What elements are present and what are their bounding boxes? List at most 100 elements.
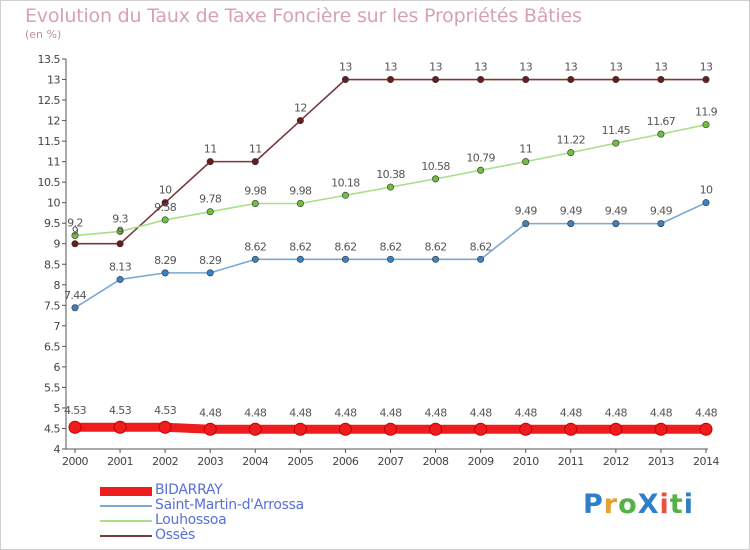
legend-label: Louhossoa — [155, 512, 227, 528]
data-label: 9.49 — [515, 205, 538, 218]
logo-letter: o — [618, 489, 638, 520]
y-tick-label: 5 — [54, 402, 61, 415]
data-label: 10 — [159, 184, 172, 197]
data-point — [702, 199, 710, 207]
data-point — [206, 158, 214, 166]
data-label: 8.62 — [244, 240, 266, 253]
data-label: 9.49 — [560, 205, 583, 218]
x-tick-label: 2000 — [62, 455, 88, 468]
x-tick-label: 2013 — [648, 455, 674, 468]
x-tick-label: 2002 — [152, 455, 178, 468]
x-tick-label: 2005 — [287, 455, 313, 468]
x-tick-label: 2011 — [558, 455, 584, 468]
data-label: 11.45 — [602, 124, 631, 137]
data-point — [248, 422, 262, 436]
data-label: 4.48 — [470, 406, 493, 419]
y-tick-label: 9 — [54, 238, 61, 251]
data-label: 12 — [294, 102, 307, 115]
data-point — [609, 422, 623, 436]
data-label: 4.53 — [64, 404, 87, 417]
data-point — [71, 304, 79, 312]
data-point — [341, 191, 349, 199]
data-label: 11 — [519, 143, 532, 156]
data-label: 9.98 — [289, 185, 312, 198]
data-point — [567, 149, 575, 157]
data-point — [567, 76, 575, 84]
data-label: 4.53 — [154, 404, 177, 417]
data-point — [654, 422, 668, 436]
data-label: 4.48 — [650, 406, 673, 419]
data-label: 4.48 — [425, 406, 448, 419]
data-label: 4.48 — [244, 406, 267, 419]
data-label: 13 — [564, 61, 577, 74]
data-point — [161, 269, 169, 277]
data-label: 10.38 — [376, 168, 405, 181]
data-label: 9.98 — [244, 185, 267, 198]
data-point — [116, 275, 124, 283]
data-label: 4.48 — [515, 406, 538, 419]
data-point — [161, 199, 169, 207]
data-label: 8.29 — [154, 254, 177, 267]
y-tick-label: 13.5 — [38, 53, 61, 66]
x-tick-label: 2001 — [107, 455, 133, 468]
y-tick-label: 12.5 — [38, 94, 61, 107]
x-tick-label: 2008 — [423, 455, 449, 468]
data-label: 4.48 — [560, 406, 583, 419]
data-point — [657, 130, 665, 138]
data-point — [477, 166, 485, 174]
data-label: 8.62 — [379, 240, 401, 253]
data-point — [522, 158, 530, 166]
data-point — [519, 422, 533, 436]
data-point — [384, 422, 397, 436]
data-label: 11.67 — [647, 115, 676, 128]
data-label: 10 — [700, 184, 713, 197]
data-point — [386, 183, 394, 191]
data-point — [702, 76, 710, 84]
data-point — [564, 422, 578, 436]
data-label: 9 — [117, 225, 124, 238]
data-point — [432, 76, 440, 84]
data-label: 10.58 — [421, 160, 450, 173]
data-point — [71, 232, 79, 240]
data-point — [68, 420, 82, 434]
data-label: 9.2 — [67, 217, 83, 230]
data-label: 4.48 — [605, 406, 628, 419]
x-tick-label: 2004 — [242, 455, 268, 468]
data-label: 9 — [72, 225, 79, 238]
proxiti-logo: ProXiti — [583, 489, 694, 520]
data-point — [251, 255, 259, 263]
logo-letter: X — [637, 489, 660, 520]
data-point — [341, 76, 349, 84]
data-point — [477, 76, 485, 84]
x-tick-label: 2007 — [378, 455, 404, 468]
data-label: 11 — [204, 143, 217, 156]
data-label: 13 — [429, 61, 442, 74]
data-label: 13 — [519, 61, 532, 74]
legend-label: BIDARRAY — [155, 482, 223, 498]
data-label: 11.22 — [557, 134, 586, 147]
data-point — [474, 422, 488, 436]
data-label: 9.49 — [605, 205, 628, 218]
data-point — [567, 220, 575, 228]
data-label: 13 — [384, 61, 397, 74]
data-label: 4.48 — [379, 406, 402, 419]
data-point — [657, 220, 665, 228]
data-label: 4.48 — [199, 406, 222, 419]
legend-label: Ossès — [155, 527, 196, 543]
data-label: 7.44 — [64, 289, 87, 302]
data-point — [71, 240, 79, 248]
data-label: 8.29 — [199, 254, 222, 267]
data-point — [657, 76, 665, 84]
data-point — [116, 240, 124, 248]
data-point — [522, 76, 530, 84]
y-tick-label: 13 — [47, 74, 60, 87]
data-point — [386, 255, 394, 263]
x-tick-label: 2009 — [468, 455, 494, 468]
y-tick-label: 11.5 — [38, 135, 61, 148]
x-tick-label: 2012 — [603, 455, 629, 468]
data-point — [158, 420, 172, 434]
legend-swatch — [100, 505, 152, 507]
data-label: 4.53 — [109, 404, 132, 417]
data-label: 8.62 — [425, 240, 447, 253]
